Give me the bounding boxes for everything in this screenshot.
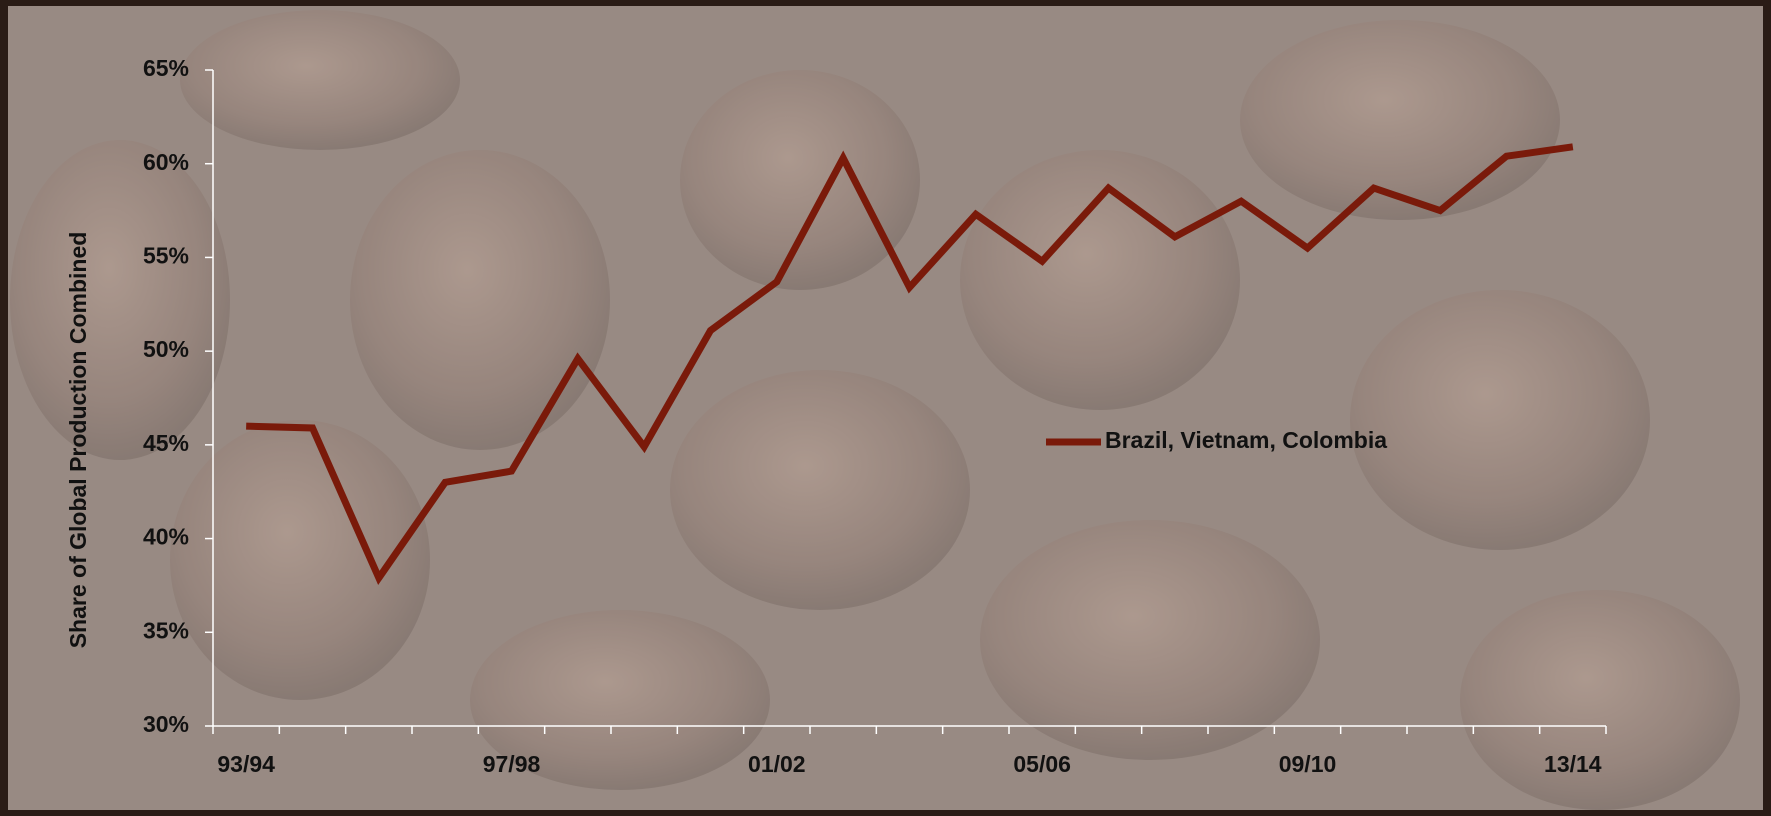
y-tick-label: 40% [143, 524, 189, 550]
y-axis-label: Share of Global Production Combined [65, 232, 91, 649]
y-tick-label: 55% [143, 243, 189, 269]
y-tick-label: 30% [143, 711, 189, 737]
x-tick-label: 93/94 [217, 751, 275, 777]
y-tick-label: 35% [143, 617, 189, 643]
data-line [246, 143, 1574, 586]
y-tick-label: 65% [143, 55, 189, 81]
x-tick-label: 01/02 [748, 751, 806, 777]
y-tick-label: 60% [143, 149, 189, 175]
y-tick-label: 45% [143, 430, 189, 456]
x-tick-label: 97/98 [483, 751, 541, 777]
x-tick-label: 13/14 [1544, 751, 1602, 777]
x-tick-label: 05/06 [1013, 751, 1071, 777]
x-tick-label: 09/10 [1279, 751, 1337, 777]
legend-label: Brazil, Vietnam, Colombia [1105, 427, 1387, 453]
y-tick-label: 50% [143, 336, 189, 362]
